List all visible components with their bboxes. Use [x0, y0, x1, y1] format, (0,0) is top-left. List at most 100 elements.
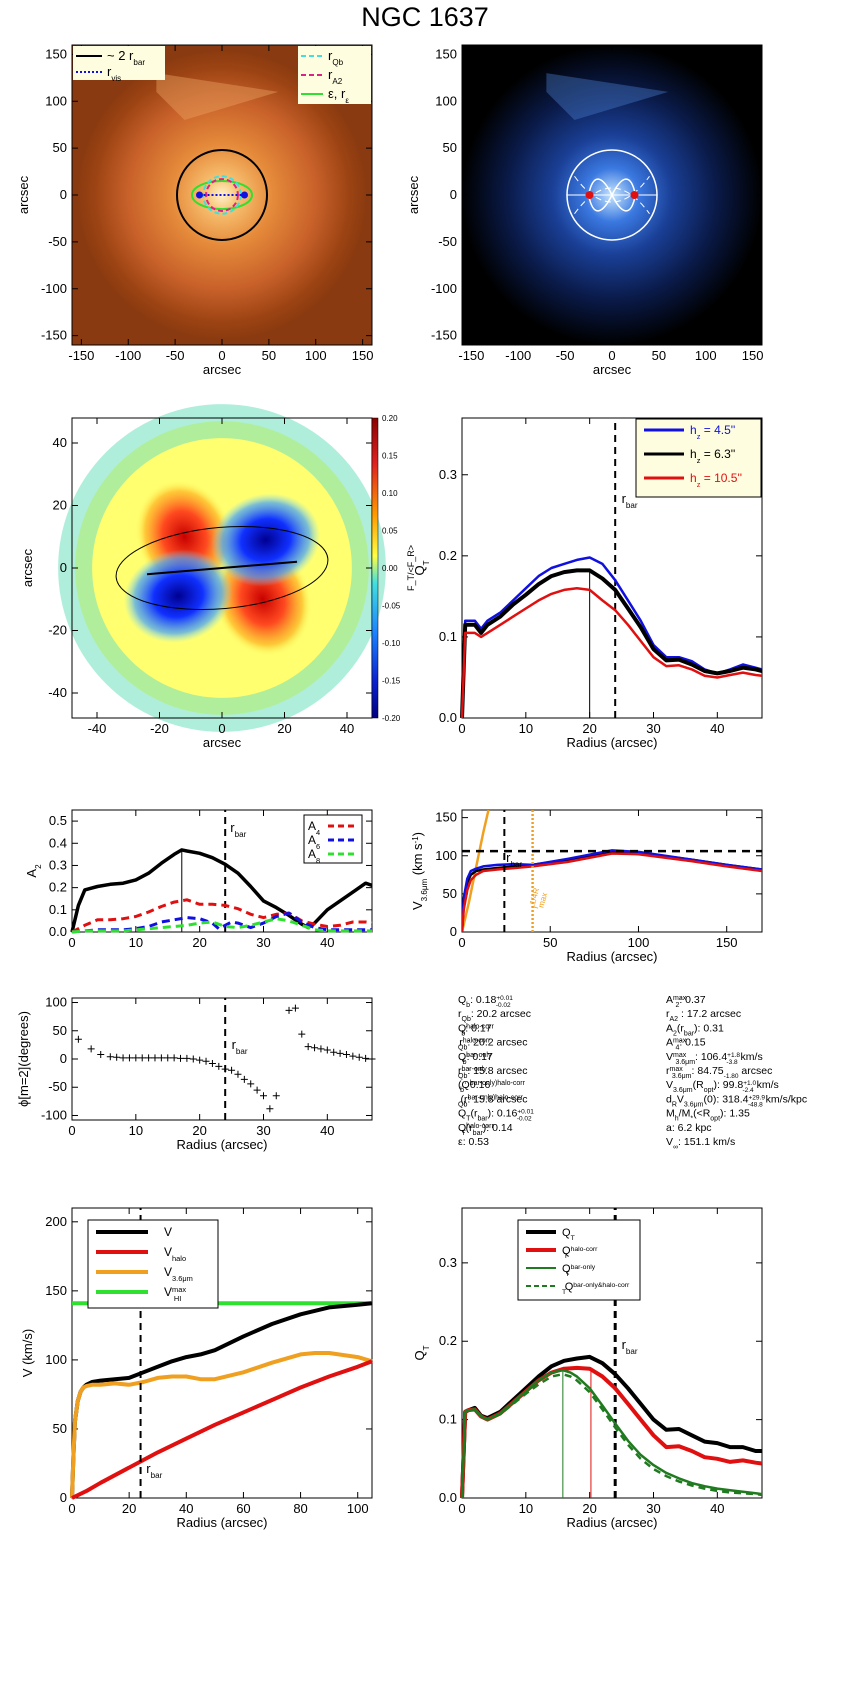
phase-point — [125, 1054, 133, 1062]
image-artifact — [156, 73, 279, 120]
table-row: A2(rbar): 0.31 — [666, 1022, 724, 1037]
series-line — [462, 852, 762, 932]
phase-point — [247, 1080, 255, 1088]
phase-point — [183, 1054, 191, 1062]
y-tick-label: 50 — [53, 1421, 67, 1436]
panel-velocity-components: 0 20 40 60 80 100 0 50 100 150 200 Radius (arcsec) V… — [20, 1207, 373, 1530]
y-tick-label: -50 — [438, 234, 457, 249]
x-axis-label: Radius (arcsec) — [176, 1515, 267, 1530]
x-tick-label: -150 — [68, 348, 94, 363]
x-tick-label: 20 — [277, 721, 291, 736]
x-tick-label: 20 — [582, 1501, 596, 1516]
negative-lobe — [211, 493, 321, 587]
y-tick-label: 50 — [53, 1023, 67, 1038]
phase-point — [240, 1075, 248, 1083]
phase-point — [221, 1065, 229, 1073]
x-tick-label: 30 — [646, 721, 660, 736]
panel-galaxy-image: -150 -100 -50 0 50 100 150 -150 -100 -50 0 50 100 150… — [16, 44, 374, 377]
phase-point — [342, 1050, 350, 1058]
x-tick-label: 20 — [582, 721, 596, 736]
table-row: rQb: 20.2 arcsec — [458, 1008, 531, 1023]
phase-point — [317, 1045, 325, 1053]
phase-point — [323, 1046, 331, 1054]
x-axis-label: Radius (arcsec) — [176, 1137, 267, 1152]
series-line — [460, 568, 763, 719]
y-tick-label: 0.2 — [439, 548, 457, 563]
series-line — [460, 556, 763, 719]
legend-label: rQb — [328, 48, 344, 67]
phase-point — [311, 1044, 319, 1052]
phase-point — [362, 1054, 370, 1062]
x-tick-label: -150 — [458, 348, 484, 363]
y-tick-label: 150 — [45, 46, 67, 61]
y-tick-label: -20 — [48, 623, 67, 638]
x-tick-label: 0 — [608, 348, 615, 363]
y-tick-label: 100 — [45, 1352, 67, 1367]
x-tick-label: 40 — [710, 721, 724, 736]
phase-point — [215, 1062, 223, 1070]
y-tick-label: 100 — [45, 995, 67, 1010]
y-tick-label: 0.5 — [49, 813, 67, 828]
x-tick-label: 30 — [646, 1501, 660, 1516]
circle-rA2 — [205, 178, 239, 212]
table-row: rA2 : 17.2 arcsec — [666, 1008, 741, 1023]
colorbar-tick-label: -0.05 — [382, 602, 401, 611]
y-axis-label: arcsec — [406, 175, 421, 214]
y-axis-label: V3.6μm (km s-1) — [410, 832, 429, 910]
legend-label: V — [164, 1225, 172, 1239]
y-tick-label: 0 — [450, 924, 457, 939]
x-tick-label: 20 — [192, 935, 206, 950]
image-area — [462, 45, 762, 345]
x-tick-label: 150 — [352, 348, 374, 363]
legend-label: Vhalo — [164, 1245, 186, 1263]
x-tick-label: 150 — [742, 348, 764, 363]
x-tick-label: 30 — [256, 1123, 270, 1138]
x-tick-label: -100 — [505, 348, 531, 363]
panel-qt-hz: 0 10 20 30 40 0.0 0.1 0.2 0.3 Radius (arcsec) QT rb… — [412, 417, 763, 750]
y-tick-label: 0.3 — [439, 467, 457, 482]
x-tick-label: 50 — [262, 348, 276, 363]
table-row: a: 6.2 kpc — [666, 1122, 712, 1134]
phase-point — [138, 1054, 146, 1062]
x-tick-label: 50 — [543, 935, 557, 950]
phase-point — [304, 1043, 312, 1051]
plot-frame — [71, 809, 373, 933]
phase-point — [202, 1057, 210, 1065]
phase-point — [285, 1006, 293, 1014]
y-tick-label: -150 — [431, 328, 457, 343]
colorbar-tick-label: -0.20 — [382, 714, 401, 723]
y-tick-label: 0 — [60, 187, 67, 202]
x-tick-label: 20 — [192, 1123, 206, 1138]
table-row: Qbar-only b: 0.17 — [458, 1051, 493, 1066]
series-line — [462, 810, 490, 932]
y-axis-label: V (km/s) — [20, 1329, 35, 1377]
phase-point — [196, 1056, 204, 1064]
panel-residual-image: -150 -100 -50 0 50 100 150 -150 -100 -50 0 50 100 150… — [406, 44, 764, 377]
table-row: Amax 4: 0.15 — [666, 1037, 706, 1052]
x-tick-label: 0 — [68, 935, 75, 950]
y-tick-label: 0 — [450, 187, 457, 202]
legend-label: rvis — [107, 64, 121, 83]
x-tick-label: 0 — [458, 721, 465, 736]
negative-lobe — [123, 549, 233, 643]
y-tick-label: 0.2 — [439, 1333, 457, 1348]
bar-line — [146, 560, 298, 576]
colorbar-tick-label: -0.15 — [382, 677, 401, 686]
x-tick-label: 40 — [340, 721, 354, 736]
table-row: Amax 2: 0.37 — [666, 994, 706, 1009]
legend-label: rA2 — [328, 67, 343, 86]
legend-label: A8 — [308, 847, 320, 865]
table-row: rbar-only Qb: 15.8 arcsec — [458, 1065, 527, 1080]
phase-point — [368, 1055, 376, 1063]
series-line — [460, 587, 763, 719]
legend-label: V3.6μm — [164, 1265, 193, 1283]
x-tick-label: 10 — [129, 1123, 143, 1138]
x-tick-label: 50 — [652, 348, 666, 363]
phase-point — [145, 1054, 153, 1062]
phase-point — [259, 1092, 267, 1100]
phase-point — [119, 1054, 127, 1062]
legend-label: Qbar-only T — [562, 1263, 596, 1278]
x-tick-label: 10 — [519, 1501, 533, 1516]
table-row: ε: 0.53 — [458, 1136, 489, 1148]
